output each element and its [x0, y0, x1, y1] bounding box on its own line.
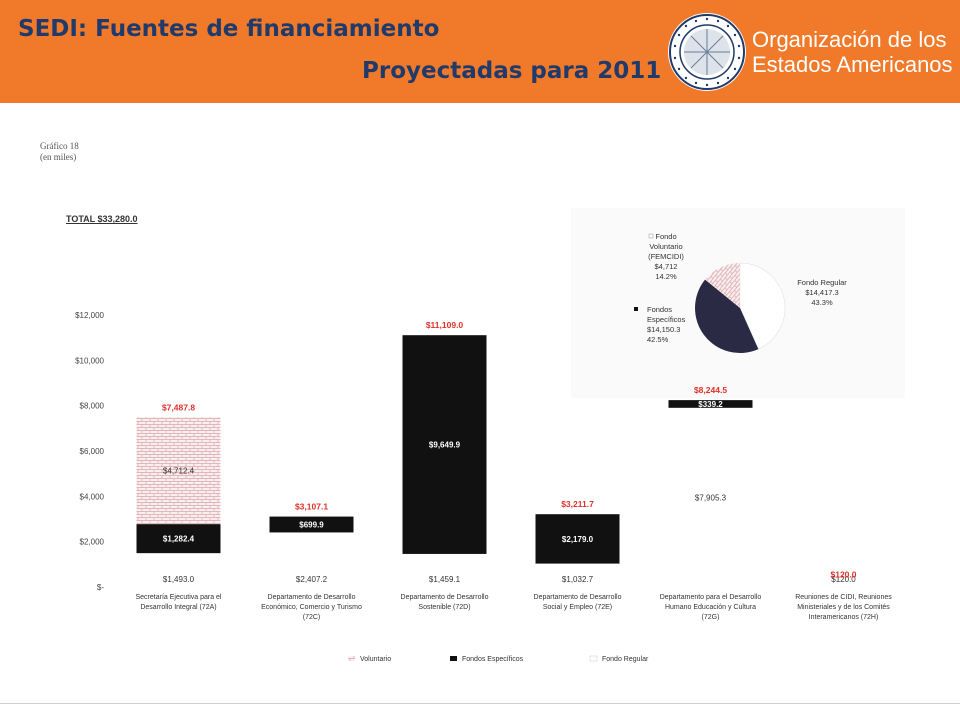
- y-tick-label: $6,000: [80, 447, 105, 456]
- y-tick-label: $8,000: [80, 402, 105, 411]
- bar-value-label-especificos: $339.2: [698, 400, 723, 409]
- category-label: Departamento de Desarrollo: [534, 594, 622, 601]
- bottom-rule: [0, 703, 960, 704]
- slide-title: SEDI: Fuentes de financiamiento: [18, 16, 440, 42]
- pie-slice-label: (FEMCIDI): [648, 252, 684, 261]
- category-label: Económico, Comercio y Turismo: [261, 604, 362, 611]
- pie-slice-label: $14,150.3: [647, 325, 680, 334]
- pie-slice: [695, 279, 759, 353]
- bar-fondos-especificos: [269, 516, 354, 533]
- bar-fondo-regular: [402, 553, 487, 587]
- legend-label: Voluntario: [360, 656, 391, 663]
- category-label: (72G): [702, 614, 720, 621]
- bar-voluntario: [136, 417, 221, 525]
- bar-value-label-voluntario: $4,712.4: [163, 467, 195, 476]
- category-label: Interamericanos (72H): [809, 614, 879, 621]
- pie-slice-label: $14,417.3: [805, 288, 838, 297]
- org-name-line1: Organización de los: [752, 27, 947, 52]
- oas-seal-icon: [668, 13, 746, 91]
- pie-slice-label: Fondos: [647, 305, 672, 314]
- category-label: Departamento de Desarrollo: [401, 594, 489, 601]
- legend-swatch: [589, 655, 598, 662]
- slide-subtitle: Proyectadas para 2011: [362, 58, 662, 84]
- legend-swatch: [450, 656, 457, 661]
- legend-swatch: [348, 656, 355, 661]
- y-tick-label: $4,000: [80, 492, 105, 501]
- bar-value-label-regular: $1,459.1: [429, 575, 461, 584]
- bar-fondo-regular: [668, 407, 753, 587]
- pie-slice-label: 14.2%: [655, 272, 677, 281]
- pie-slice-label: Voluntario: [649, 242, 682, 251]
- category-label: Departamento de Desarrollo: [268, 594, 356, 601]
- bar-fondo-regular: [535, 563, 620, 587]
- bar-fondos-especificos: [668, 400, 753, 408]
- category-label: Reuniones de CIDI, Reuniones: [795, 594, 892, 601]
- category-label: Humano Educación y Cultura: [665, 604, 756, 611]
- bar-value-label-regular: $120.0: [831, 575, 856, 584]
- header-banner: SEDI: Fuentes de financiamiento Proyecta…: [0, 0, 960, 103]
- bar-total-label: $7,487.8: [162, 402, 195, 412]
- bar-value-label-regular: $1,032.7: [562, 575, 594, 584]
- bar-value-label-especificos: $9,649.9: [429, 441, 461, 450]
- bar-value-label-especificos: $1,282.4: [163, 535, 195, 544]
- y-tick-label: $-: [97, 583, 104, 592]
- bar-total-label: $120.0: [831, 569, 857, 579]
- pie-slice-label: 42.5%: [647, 335, 669, 344]
- bar-value-label-regular: $1,493.0: [163, 575, 195, 584]
- bar-value-label-especificos: $699.9: [299, 521, 324, 530]
- bar-value-label-regular: $2,407.2: [296, 575, 328, 584]
- category-label: Sostenible (72D): [418, 604, 470, 611]
- y-tick-label: $10,000: [75, 356, 104, 365]
- bar-total-label: $8,244.5: [694, 385, 727, 395]
- pie-slice-label: 43.3%: [811, 298, 833, 307]
- y-tick-label: $2,000: [80, 538, 105, 547]
- chart-caption: Gráfico 18 (en miles): [40, 141, 79, 163]
- bar-fondo-regular: [801, 584, 886, 587]
- category-label: (72C): [303, 614, 321, 621]
- bar-value-label-regular: $7,905.3: [695, 493, 727, 502]
- pie-slice-label: Fondo Regular: [797, 278, 847, 287]
- legend-label: Fondos Específicos: [462, 656, 524, 663]
- pie-slice-label: $4,712: [655, 262, 678, 271]
- bar-total-label: $3,211.7: [561, 499, 594, 509]
- category-label: Desarrollo Integral (72A): [140, 604, 216, 611]
- units-label: (en miles): [40, 152, 77, 162]
- pie-slice: [739, 262, 786, 350]
- bar-fondos-especificos: [535, 514, 620, 564]
- pie-slice-label: Fondo: [655, 232, 676, 241]
- pie-marker-especificos: [634, 307, 638, 311]
- bar-fondo-regular: [269, 532, 354, 587]
- bar-fondos-especificos: [402, 335, 487, 554]
- bar-fondos-especificos: [136, 524, 221, 554]
- org-name-line2: Estados Americanos: [752, 52, 953, 77]
- category-label: Ministeriales y de los Comités: [797, 604, 890, 611]
- bar-value-label-especificos: $2,179.0: [562, 535, 594, 544]
- category-label: Social y Empleo (72E): [543, 604, 612, 611]
- pie-marker-voluntario: [648, 233, 654, 239]
- pie-slice: [705, 262, 740, 308]
- org-name: Organización de los Estados Americanos: [752, 27, 953, 77]
- legend-label: Fondo Regular: [602, 656, 649, 663]
- pie-slice-label: Específicos: [647, 315, 686, 324]
- category-label: Secretaría Ejecutiva para el: [136, 594, 222, 601]
- funding-chart: $- $2,000 $4,000 $6,000 $8,000 $10,000 $12,000…: [75, 232, 892, 663]
- grafico-label: Gráfico 18: [40, 141, 79, 151]
- y-tick-label: $12,000: [75, 311, 104, 320]
- bar-total-label: $3,107.1: [295, 502, 328, 512]
- bar-fondo-regular: [136, 553, 221, 587]
- category-label: Departamento para el Desarrollo: [660, 594, 762, 601]
- bar-total-label: $11,109.0: [426, 320, 464, 330]
- total-label: TOTAL $33,280.0: [66, 214, 138, 224]
